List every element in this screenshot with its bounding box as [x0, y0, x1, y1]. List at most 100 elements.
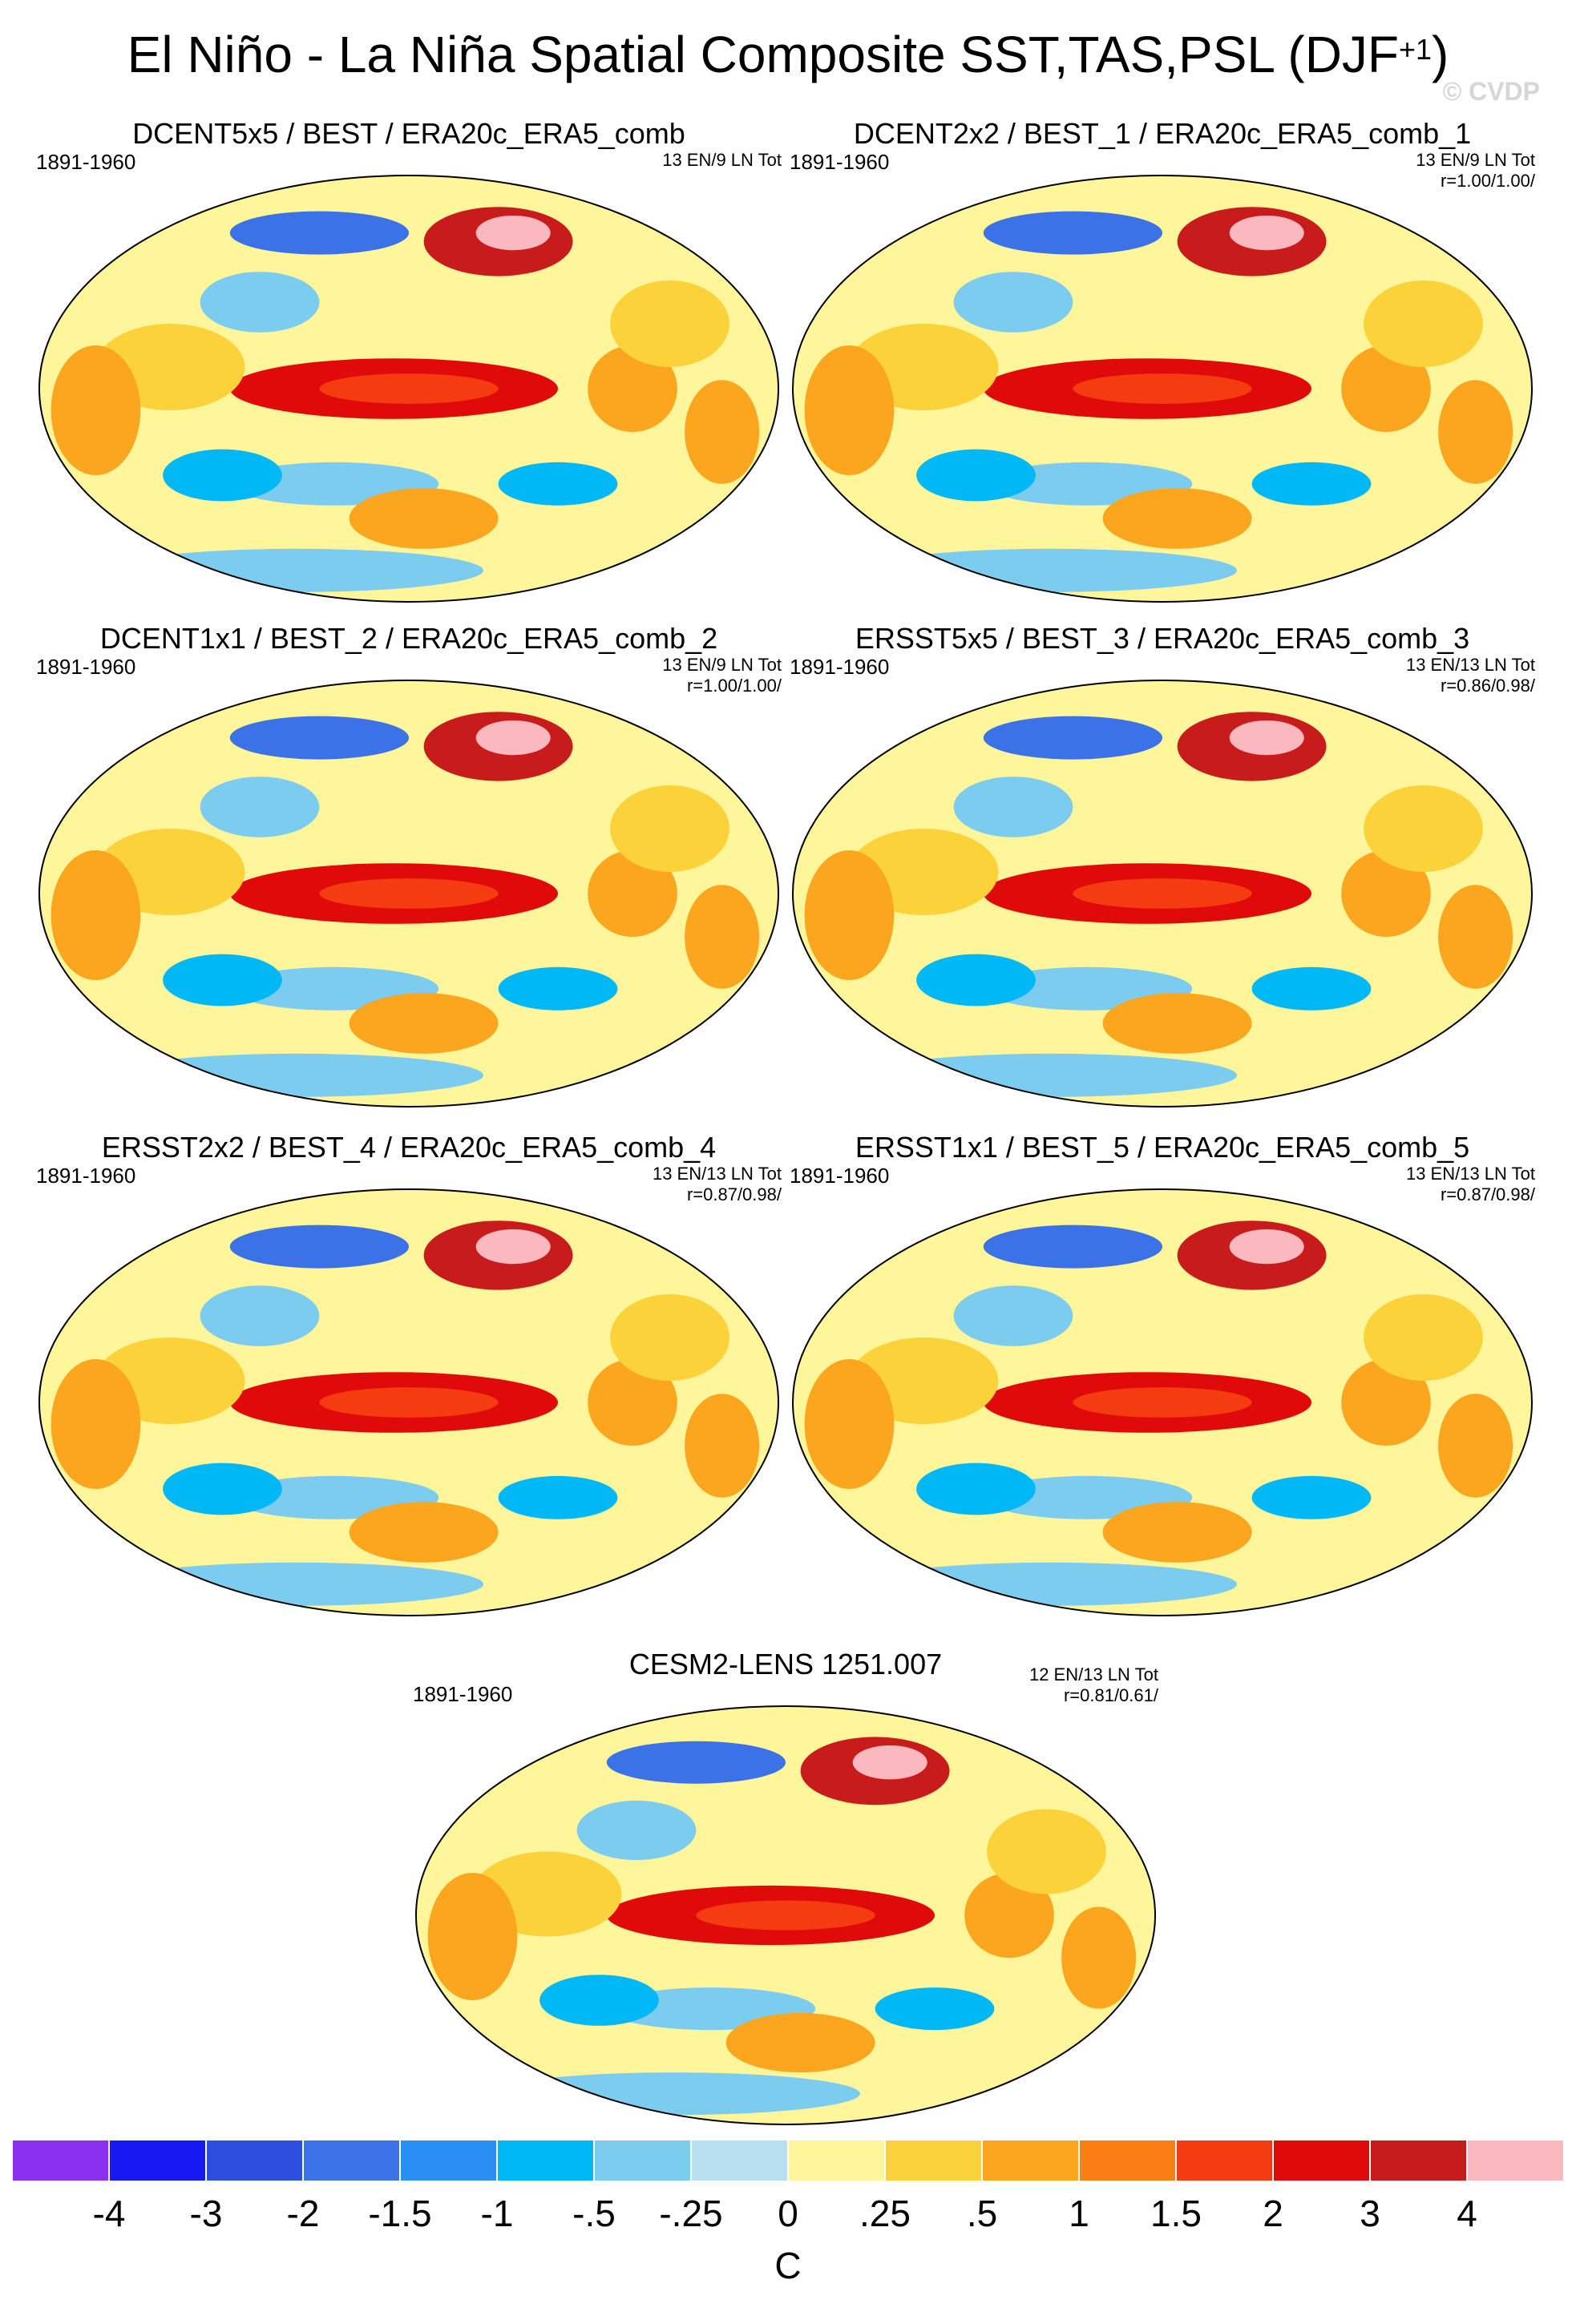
- panel-title: ERSST1x1 / BEST_5 / ERA20c_ERA5_comb_5: [855, 1131, 1470, 1164]
- anomaly-region: [487, 2072, 860, 2116]
- panel-stat-counts: 13 EN/13 LN Tot: [1405, 655, 1535, 675]
- anomaly-region: [916, 1463, 1036, 1515]
- anomaly-region: [953, 272, 1073, 333]
- colorbar-tick-label: -.25: [659, 2193, 723, 2234]
- anomaly-region: [349, 993, 499, 1054]
- copyright-watermark: © CVDP: [1442, 77, 1540, 106]
- anomaly-region: [51, 850, 141, 980]
- colorbar-tick-label: 4: [1457, 2193, 1477, 2234]
- anomaly-region: [475, 216, 551, 251]
- anomaly-region: [610, 785, 729, 872]
- anomaly-region: [200, 1285, 320, 1346]
- colorbar-swatch: [885, 2140, 982, 2181]
- colorbar-unit: C: [774, 2245, 802, 2286]
- colorbar-tick-label: -1.5: [368, 2193, 432, 2234]
- map-outline: [38, 680, 779, 1108]
- anomaly-region: [804, 850, 895, 980]
- colorbar-tick-label: .5: [966, 2193, 998, 2234]
- anomaly-region: [983, 211, 1162, 255]
- anomaly-region: [1251, 1475, 1372, 1519]
- panel-period: 1891-1960: [790, 150, 890, 174]
- colorbar-tick-label: .25: [859, 2193, 911, 2234]
- anomaly-region: [916, 954, 1036, 1007]
- panel-stat-correlation: r=1.00/1.00/: [686, 676, 782, 696]
- map-outline: [415, 1705, 1156, 2125]
- anomaly-region: [725, 2012, 875, 2073]
- anomaly-region: [1102, 1502, 1252, 1563]
- anomaly-region: [319, 373, 499, 404]
- colorbar-tick-label: 2: [1263, 2193, 1283, 2234]
- colorbar-swatch: [1370, 2140, 1467, 2181]
- colorbar-tick-label: -1: [480, 2193, 514, 2234]
- colorbar-tick-label: -3: [189, 2193, 223, 2234]
- panel-stat-counts: 13 EN/13 LN Tot: [1405, 1164, 1535, 1184]
- panel-stat-counts: 13 EN/13 LN Tot: [652, 1164, 782, 1184]
- map-panel-6: ERSST1x1 / BEST_5 / ERA20c_ERA5_comb_5 18…: [790, 1130, 1535, 1619]
- panel-stats: 13 EN/9 LN Tot: [662, 150, 782, 171]
- map-plot: [792, 175, 1533, 603]
- anomaly-region: [111, 548, 483, 592]
- figure-title-text: El Niño - La Niña Spatial Composite SST,…: [127, 26, 1399, 83]
- anomaly-region: [163, 449, 282, 502]
- panel-stat-correlation: r=0.87/0.98/: [1440, 1184, 1535, 1204]
- anomaly-region: [539, 1975, 659, 2026]
- panel-stats: 12 EN/13 LN Tot r=0.81/0.61/: [1029, 1664, 1158, 1706]
- anomaly-region: [229, 716, 409, 760]
- anomaly-region: [916, 449, 1036, 502]
- colorbar-tick-label: 1: [1069, 2193, 1089, 2234]
- panel-stat-counts: 13 EN/9 LN Tot: [1416, 150, 1535, 170]
- anomaly-region: [475, 1229, 551, 1265]
- colorbar-swatch: [691, 2140, 788, 2181]
- anomaly-region: [200, 272, 320, 333]
- colorbar-tick-label: 3: [1360, 2193, 1380, 2234]
- map-plot: [792, 680, 1533, 1108]
- panel-stat-correlation: r=0.86/0.98/: [1440, 676, 1535, 696]
- anomaly-region: [1229, 720, 1304, 756]
- anomaly-region: [1438, 885, 1513, 989]
- anomaly-region: [610, 1294, 729, 1381]
- map-outline: [792, 680, 1533, 1108]
- anomaly-region: [163, 1463, 282, 1515]
- anomaly-region: [200, 777, 320, 837]
- anomaly-region: [1251, 462, 1372, 506]
- anomaly-region: [51, 345, 141, 475]
- map-plot: [38, 175, 779, 603]
- anomaly-region: [319, 1387, 499, 1418]
- anomaly-region: [1251, 966, 1372, 1011]
- colorbar: [12, 2140, 1564, 2181]
- anomaly-region: [576, 1800, 697, 1861]
- anomaly-region: [864, 1562, 1237, 1606]
- panel-title: DCENT1x1 / BEST_2 / ERA20c_ERA5_comb_2: [99, 622, 718, 655]
- anomaly-region: [1073, 878, 1252, 909]
- map-panel-7: CESM2-LENS 1251.007 1891-1960 12 EN/13 LN …: [413, 1647, 1158, 2128]
- anomaly-region: [1364, 1294, 1483, 1381]
- anomaly-region: [163, 954, 282, 1007]
- anomaly-region: [1229, 1229, 1304, 1265]
- anomaly-region: [427, 1873, 518, 2000]
- anomaly-region: [983, 1225, 1162, 1269]
- panel-stats: 13 EN/13 LN Tot r=0.86/0.98/: [1406, 655, 1535, 696]
- anomaly-region: [229, 211, 409, 255]
- colorbar-tick-label: -4: [92, 2193, 126, 2234]
- colorbar-tick-label: -.5: [572, 2193, 616, 2234]
- anomaly-region: [864, 1053, 1237, 1097]
- colorbar-swatch: [303, 2140, 400, 2181]
- anomaly-region: [1073, 1387, 1252, 1418]
- panel-period: 1891-1960: [36, 150, 136, 174]
- anomaly-region: [606, 1741, 786, 1784]
- panel-period: 1891-1960: [413, 1682, 513, 1706]
- anomaly-region: [696, 1900, 875, 1931]
- anomaly-region: [1438, 1394, 1513, 1498]
- panel-title: DCENT5x5 / BEST / ERA20c_ERA5_comb: [132, 117, 685, 150]
- panel-stats: 13 EN/13 LN Tot r=0.87/0.98/: [1406, 1164, 1535, 1205]
- figure-title-close: ): [1432, 26, 1449, 83]
- anomaly-region: [111, 1053, 483, 1097]
- colorbar-swatch: [788, 2140, 885, 2181]
- panel-period: 1891-1960: [36, 1164, 136, 1188]
- map-outline: [792, 175, 1533, 603]
- panel-title: DCENT2x2 / BEST_1 / ERA20c_ERA5_comb_1: [853, 117, 1472, 150]
- anomaly-region: [1364, 785, 1483, 872]
- anomaly-region: [983, 716, 1162, 760]
- anomaly-region: [111, 1562, 483, 1606]
- colorbar-tick-label: -2: [286, 2193, 320, 2234]
